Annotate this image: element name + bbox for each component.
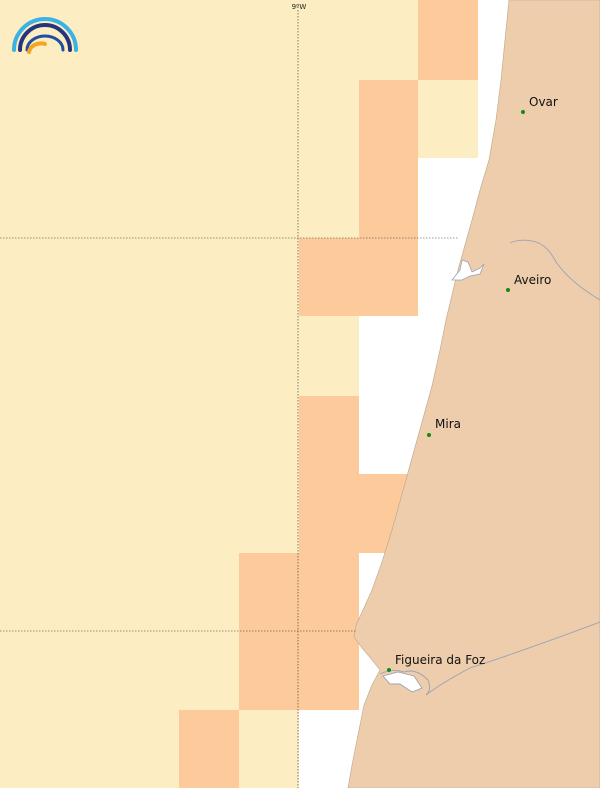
river-mondego <box>379 621 600 696</box>
sea-cell-low <box>299 316 359 396</box>
city-dot-figueira-da-foz[interactable] <box>387 668 391 672</box>
sea-cell-high <box>299 238 418 316</box>
sea-cell-high <box>239 553 359 710</box>
lagoon-aveiro <box>451 259 485 281</box>
sea-cell-low <box>239 710 299 788</box>
sea-cell-high <box>418 0 478 80</box>
sea-cell-low <box>0 553 239 710</box>
sea-cell-high <box>179 710 239 788</box>
sea-cell-low <box>0 0 418 80</box>
river-vouga <box>509 239 600 301</box>
city-dots <box>387 110 525 672</box>
city-label-ovar: Ovar <box>529 95 558 109</box>
sea-cell-low <box>0 80 359 238</box>
city-label-figueira-da-foz: Figueira da Foz <box>395 653 485 667</box>
graticule <box>0 10 458 788</box>
city-label-aveiro: Aveiro <box>514 273 551 287</box>
city-dot-ovar[interactable] <box>521 110 525 114</box>
city-labels: Ovar Aveiro Mira Figueira da Foz <box>395 95 558 667</box>
longitude-label: 9ºW <box>292 3 307 11</box>
city-dot-mira[interactable] <box>427 433 431 437</box>
sea-cell-low <box>0 710 179 788</box>
rivers <box>379 239 600 696</box>
sea-cell-low <box>0 238 299 553</box>
rainbow-logo-icon[interactable] <box>12 17 78 54</box>
sea-cell-low <box>418 80 478 158</box>
estuary-figueira <box>382 671 423 693</box>
city-dot-aveiro[interactable] <box>506 288 510 292</box>
city-label-mira: Mira <box>435 417 461 431</box>
sea-grid <box>0 0 478 788</box>
sea-cell-high <box>359 80 418 238</box>
land-area <box>347 0 600 788</box>
sea-cell-high <box>299 396 359 553</box>
